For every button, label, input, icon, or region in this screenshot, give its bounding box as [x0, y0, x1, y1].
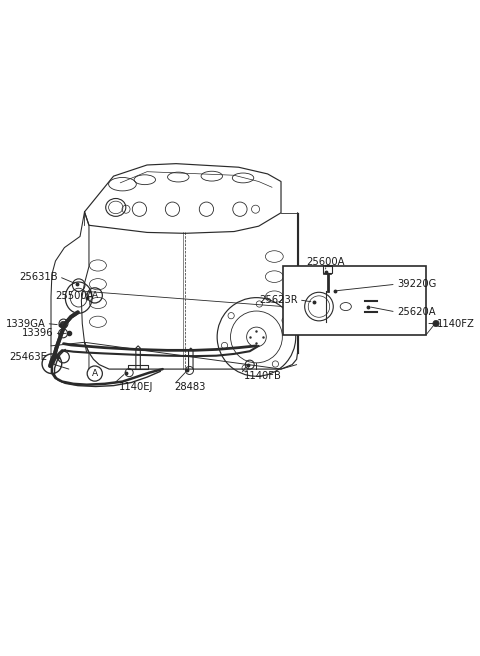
Text: 25623R: 25623R	[259, 295, 298, 305]
Text: 1140EJ: 1140EJ	[119, 382, 153, 392]
Text: 13396: 13396	[22, 329, 53, 338]
Text: 25600A: 25600A	[306, 257, 345, 267]
Bar	[283, 266, 426, 335]
Text: 25631B: 25631B	[19, 272, 58, 281]
Text: A: A	[92, 369, 98, 378]
Text: 25500A: 25500A	[55, 291, 94, 301]
Text: 39220G: 39220G	[397, 279, 436, 289]
Circle shape	[433, 320, 439, 327]
Text: 25620A: 25620A	[397, 307, 436, 317]
Text: 28483: 28483	[174, 382, 205, 392]
Bar	[324, 265, 332, 273]
Circle shape	[60, 321, 67, 329]
Text: 1140FZ: 1140FZ	[437, 319, 475, 329]
Text: 1140FB: 1140FB	[244, 371, 282, 381]
Text: 25463E: 25463E	[10, 352, 48, 362]
Text: 1339GA: 1339GA	[6, 319, 46, 329]
Text: A: A	[92, 291, 98, 300]
